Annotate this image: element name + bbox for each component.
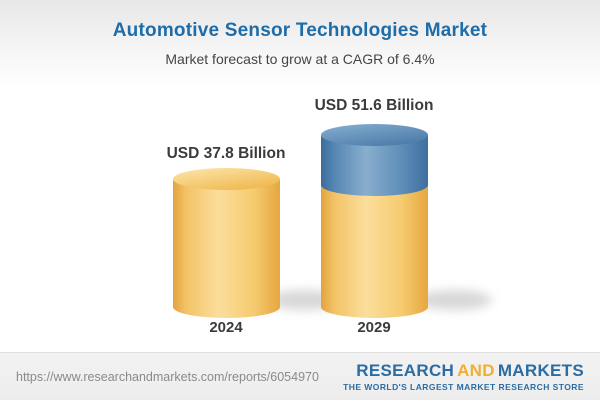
footer: https://www.researchandmarkets.com/repor… xyxy=(0,352,600,400)
logo-wordmark: RESEARCH AND MARKETS xyxy=(343,362,584,379)
value-label-2024: USD 37.8 Billion xyxy=(166,145,286,162)
page-title: Automotive Sensor Technologies Market xyxy=(112,20,488,41)
cylinder-bar-chart: USD 37.8 Billion USD 51.6 Billion 2024 2… xyxy=(0,88,600,352)
category-label-2024: 2024 xyxy=(209,319,243,336)
bar-2024-cylinder xyxy=(173,168,280,318)
research-and-markets-logo: RESEARCH AND MARKETS THE WORLD'S LARGEST M… xyxy=(343,362,584,392)
logo-tagline: THE WORLD'S LARGEST MARKET RESEARCH STOR… xyxy=(343,381,584,392)
value-label-2029: USD 51.6 Billion xyxy=(314,97,434,114)
page-subtitle: Market forecast to grow at a CAGR of 6.4… xyxy=(165,51,435,67)
bar-2029-growth-segment xyxy=(321,135,428,196)
logo-word-research: RESEARCH xyxy=(356,360,455,380)
cylinder-chart-graphic xyxy=(173,124,492,318)
report-url-link[interactable]: https://www.researchandmarkets.com/repor… xyxy=(16,369,319,384)
bar-2029-cylinder xyxy=(321,124,428,318)
logo-word-markets: MARKETS xyxy=(497,360,584,380)
category-label-2029: 2029 xyxy=(357,319,391,336)
header: Automotive Sensor Technologies Market Ma… xyxy=(0,0,600,88)
logo-word-and: AND xyxy=(457,360,495,380)
